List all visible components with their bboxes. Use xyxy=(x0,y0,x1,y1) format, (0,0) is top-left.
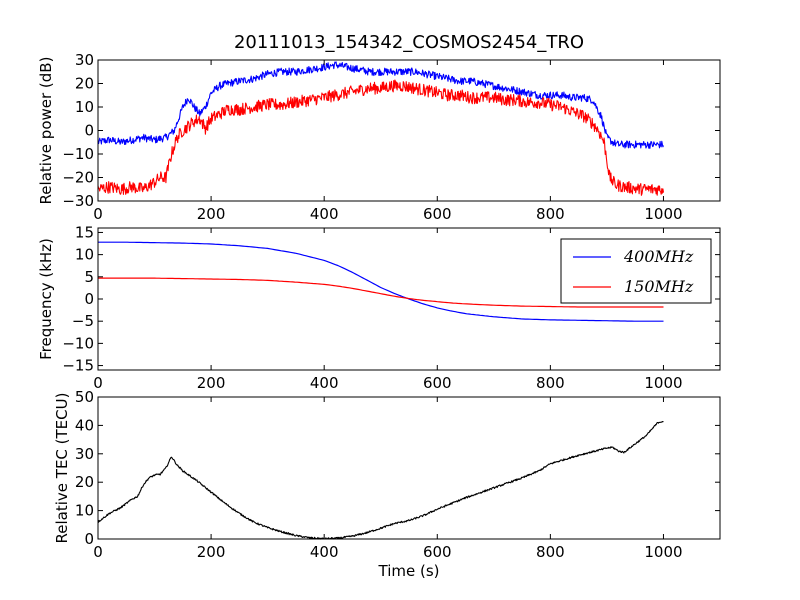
tec-x-tick-label: 1000 xyxy=(644,543,682,561)
frequency-y-tick-label: −10 xyxy=(62,334,94,352)
power-y-tick-label: −30 xyxy=(62,192,94,210)
frequency-y-tick-label: −15 xyxy=(62,357,94,375)
power-tick-layer: 0 200 400 600 800 1000 −30 −20 −10 0 10 20 30 xyxy=(62,51,720,223)
power-x-tick-label: 0 xyxy=(93,205,103,223)
frequency-y-tick-label: 10 xyxy=(75,246,94,264)
frequency-x-tick-label: 600 xyxy=(423,374,452,392)
tec-x-tick-label: 800 xyxy=(536,543,565,561)
frequency-x-tick-label: 200 xyxy=(197,374,226,392)
tec-y-tick-label: 20 xyxy=(75,473,94,491)
power-y-tick-label: 30 xyxy=(75,51,94,69)
frequency-x-tick-label: 400 xyxy=(310,374,339,392)
legend-label-400mhz: 400MHz xyxy=(623,247,694,266)
tec-y-tick-label: 40 xyxy=(75,416,94,434)
tec-series-layer xyxy=(97,420,664,540)
power-panel: 0 200 400 600 800 1000 −30 −20 −10 0 10 20 30 Relati… xyxy=(37,51,721,223)
frequency-y-axis-label: Frequency (kHz) xyxy=(37,238,55,360)
tec-x-tick-label: 200 xyxy=(197,543,226,561)
frequency-plot-frame xyxy=(97,227,721,371)
power-y-tick-label: −10 xyxy=(62,145,94,163)
power-plot-area xyxy=(98,60,720,201)
frequency-series-150mhz-line xyxy=(98,277,664,308)
power-series-1-line xyxy=(97,79,665,196)
tec-tick-layer: 0 200 400 600 800 1000 0 10 20 30 40 50 xyxy=(75,388,720,561)
tec-x-tick-label: 0 xyxy=(93,543,103,561)
frequency-y-tick-label: −5 xyxy=(72,312,94,330)
power-x-tick-label: 600 xyxy=(423,205,452,223)
power-series-0-line xyxy=(97,61,664,149)
tec-y-axis-label: Relative TEC (TECU) xyxy=(53,393,71,544)
frequency-y-tick-label: 15 xyxy=(75,223,94,241)
power-series-layer xyxy=(97,61,665,196)
frequency-legend: 400MHz 150MHz xyxy=(560,238,712,304)
power-plot-frame xyxy=(97,59,721,202)
tec-x-tick-label: 600 xyxy=(423,543,452,561)
tec-x-axis-label: Time (s) xyxy=(378,562,440,580)
power-x-tick-label: 400 xyxy=(310,205,339,223)
frequency-tick-layer: 0 200 400 600 800 1000 −15 −10 −5 0 5 10 15 xyxy=(62,223,720,392)
power-x-tick-label: 800 xyxy=(536,205,565,223)
power-y-tick-label: 10 xyxy=(75,98,94,116)
tec-panel: 0 200 400 600 800 1000 0 10 20 30 40 50 Relative TE… xyxy=(53,388,721,580)
frequency-x-tick-label: 0 xyxy=(93,374,103,392)
power-y-tick-label: −20 xyxy=(62,169,94,187)
frequency-y-tick-label: 0 xyxy=(84,290,94,308)
frequency-series-layer xyxy=(98,241,664,322)
power-y-tick-label: 0 xyxy=(84,122,94,140)
frequency-x-tick-label: 800 xyxy=(536,374,565,392)
power-x-tick-label: 200 xyxy=(197,205,226,223)
frequency-panel: 0 200 400 600 800 1000 −15 −10 −5 0 5 10 15 Frequenc… xyxy=(37,223,721,392)
tec-series-0-line xyxy=(97,420,664,540)
power-y-axis-label: Relative power (dB) xyxy=(37,57,55,205)
tec-y-tick-label: 50 xyxy=(75,388,94,406)
tec-x-tick-label: 400 xyxy=(310,543,339,561)
frequency-series-400mhz-line xyxy=(98,241,664,322)
tec-plot-frame xyxy=(97,396,721,540)
legend-label-150mhz: 150MHz xyxy=(624,277,694,296)
legend-box xyxy=(560,238,712,304)
figure-title: 20111013_154342_COSMOS2454_TRO xyxy=(234,32,584,53)
frequency-y-tick-label: 5 xyxy=(84,268,94,286)
power-y-tick-label: 20 xyxy=(75,75,94,93)
power-x-tick-label: 1000 xyxy=(644,205,682,223)
frequency-x-tick-label: 1000 xyxy=(644,374,682,392)
tec-y-tick-label: 30 xyxy=(75,445,94,463)
tec-plot-area xyxy=(98,397,720,539)
tec-y-tick-label: 0 xyxy=(84,530,94,548)
tec-y-tick-label: 10 xyxy=(75,502,94,520)
